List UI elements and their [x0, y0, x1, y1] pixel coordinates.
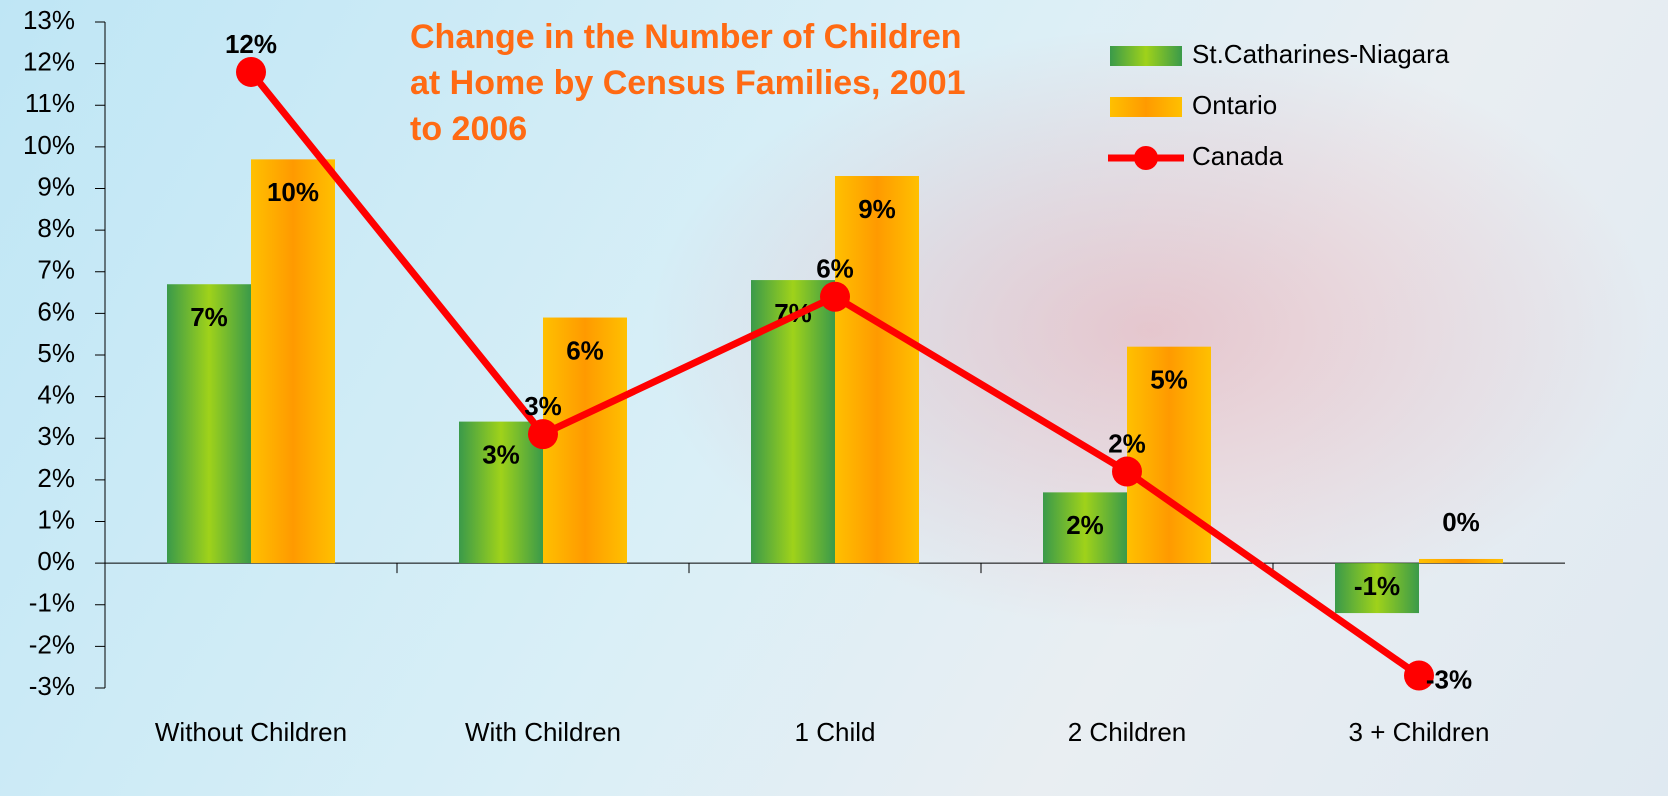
chart-title: Change in the Number of Children at Home…: [410, 18, 966, 148]
y-tick-label: -3%: [29, 671, 75, 701]
bar: [251, 159, 335, 564]
y-tick-label: 11%: [25, 88, 75, 118]
bar: [459, 421, 543, 564]
data-label: 0%: [1442, 507, 1480, 537]
y-tick-label: -1%: [29, 588, 75, 618]
y-tick-label: 5%: [37, 338, 75, 368]
data-label: 12%: [225, 29, 277, 59]
legend-label: St.Catharines-Niagara: [1192, 39, 1450, 69]
legend-swatch: [1110, 97, 1182, 117]
legend-swatch: [1110, 46, 1182, 66]
y-tick-label: -2%: [29, 629, 75, 659]
data-label: 7%: [190, 302, 228, 332]
data-label: 3%: [482, 439, 520, 469]
bar: [543, 317, 627, 564]
y-tick-label: 3%: [37, 421, 75, 451]
bar: [835, 176, 919, 564]
legend-label: Canada: [1192, 141, 1284, 171]
y-tick-label: 9%: [37, 171, 75, 201]
line-marker: [820, 281, 850, 312]
data-label: -1%: [1354, 571, 1400, 601]
y-tick-label: 8%: [37, 213, 75, 243]
x-tick-label: Without Children: [155, 717, 347, 747]
y-tick-label: 6%: [37, 296, 75, 326]
data-label: 2%: [1108, 428, 1146, 458]
line-marker: [1112, 456, 1142, 487]
x-tick-label: With Children: [465, 717, 621, 747]
data-label: 2%: [1066, 510, 1104, 540]
x-tick-label: 3 + Children: [1349, 717, 1490, 747]
data-label: 6%: [566, 335, 604, 365]
bar: [167, 284, 251, 564]
data-label: 3%: [524, 391, 562, 421]
y-tick-label: 10%: [23, 130, 75, 160]
legend-swatch: [1134, 146, 1158, 170]
line-marker: [236, 56, 266, 87]
y-tick-label: 13%: [23, 5, 75, 35]
y-tick-label: 0%: [37, 546, 75, 576]
y-tick-label: 2%: [37, 463, 75, 493]
x-tick-label: 2 Children: [1068, 717, 1187, 747]
legend-label: Ontario: [1192, 90, 1277, 120]
y-tick-label: 12%: [23, 47, 75, 77]
data-label: 6%: [816, 254, 854, 284]
bar: [1335, 563, 1419, 614]
data-label: 9%: [858, 194, 896, 224]
data-label: 10%: [267, 177, 319, 207]
data-label: 5%: [1150, 365, 1188, 395]
bar: [1419, 558, 1503, 564]
data-label: -3%: [1426, 664, 1472, 694]
line-marker: [528, 419, 558, 450]
bar: [1127, 346, 1211, 564]
x-tick-label: 1 Child: [795, 717, 876, 747]
bar: [1043, 492, 1127, 564]
y-tick-label: 4%: [37, 380, 75, 410]
line-marker: [1404, 660, 1434, 691]
y-tick-label: 1%: [37, 504, 75, 534]
y-tick-label: 7%: [37, 255, 75, 285]
